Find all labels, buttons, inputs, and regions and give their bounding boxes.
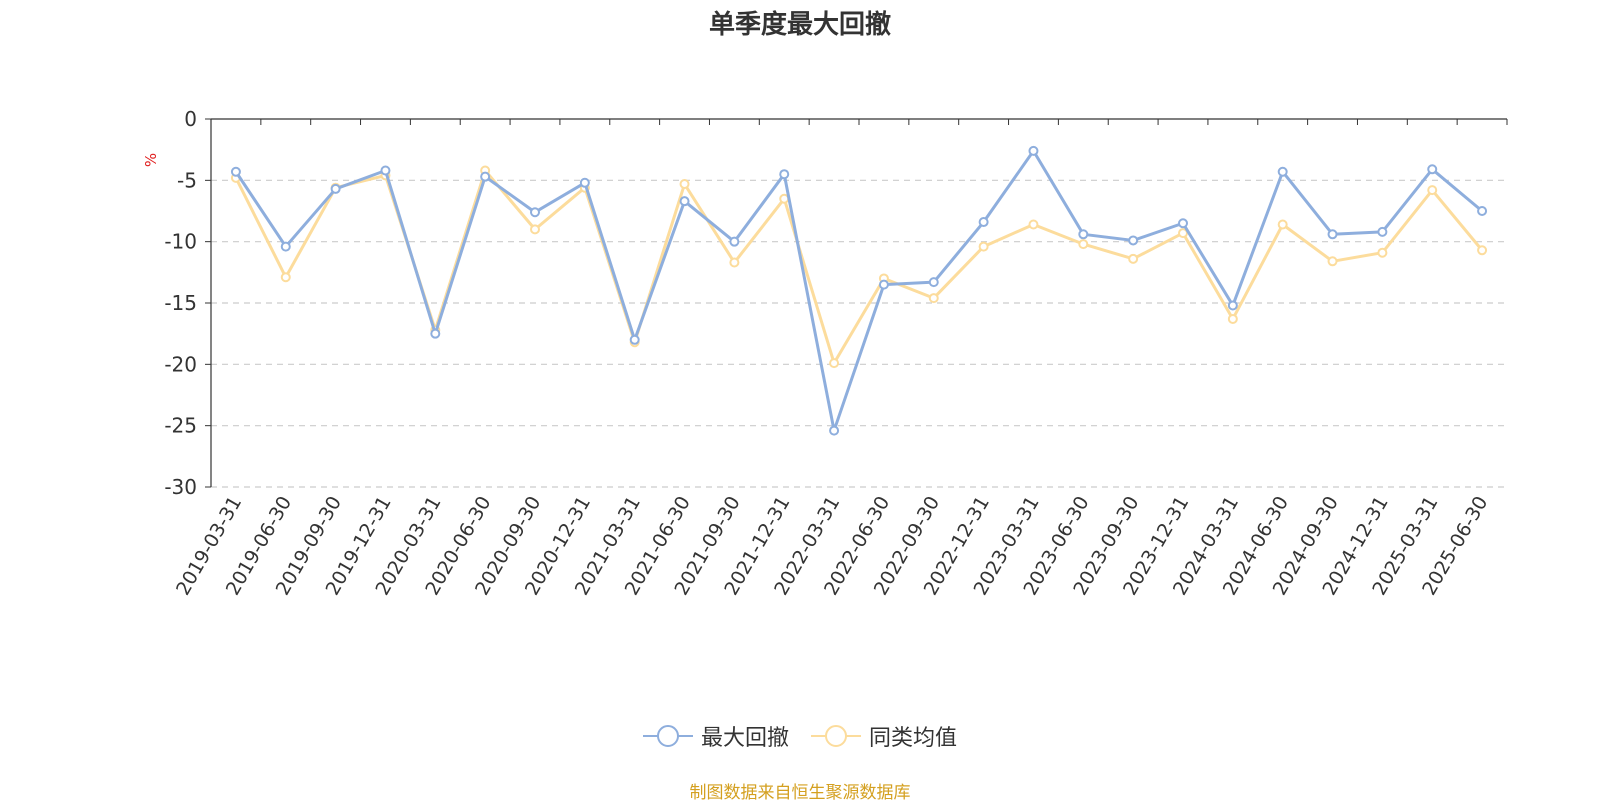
data-point[interactable] <box>1178 228 1188 239</box>
y-tick-label: -20 <box>164 352 197 376</box>
data-point[interactable] <box>230 166 241 177</box>
data-point[interactable] <box>1128 235 1139 246</box>
legend-label: 同类均值 <box>869 726 958 751</box>
data-point[interactable] <box>1377 247 1388 258</box>
data-point[interactable] <box>829 358 840 369</box>
y-tick-label: -25 <box>164 414 197 438</box>
data-point[interactable] <box>1078 239 1089 250</box>
y-tick-label: -5 <box>177 168 197 192</box>
data-point[interactable] <box>1028 145 1039 156</box>
y-tick-label: -10 <box>164 230 197 254</box>
data-point[interactable] <box>729 236 740 247</box>
series-line <box>234 169 1484 365</box>
legend-marker-icon <box>642 725 693 747</box>
legend-marker-icon <box>811 725 861 747</box>
series-1 <box>230 145 1488 436</box>
data-point[interactable] <box>978 217 989 228</box>
series-2 <box>230 165 1488 369</box>
y-tick-label: -15 <box>164 291 197 315</box>
data-point[interactable] <box>629 334 640 345</box>
series-lines <box>230 145 1488 436</box>
grid-lines <box>211 179 1507 488</box>
chart-title: 单季度最大回撤 <box>708 10 891 40</box>
data-point[interactable] <box>1277 219 1288 230</box>
data-point[interactable] <box>1078 229 1089 240</box>
data-point[interactable] <box>1128 253 1139 264</box>
y-tick-label: -30 <box>164 475 197 499</box>
data-point[interactable] <box>530 224 540 235</box>
data-point[interactable] <box>1327 229 1338 240</box>
data-point[interactable] <box>1427 164 1438 175</box>
data-point[interactable] <box>829 425 840 436</box>
data-point[interactable] <box>1427 185 1438 196</box>
data-point[interactable] <box>978 241 989 252</box>
data-point[interactable] <box>1178 218 1188 229</box>
data-point[interactable] <box>1227 313 1238 324</box>
data-point[interactable] <box>1377 226 1388 237</box>
data-point[interactable] <box>928 277 939 288</box>
series-line <box>234 149 1484 433</box>
legend: 最大回撤 同类均值 <box>0 720 1600 752</box>
legend-item-max-drawdown[interactable]: 最大回撤 <box>642 720 789 752</box>
data-point[interactable] <box>330 183 341 194</box>
data-point[interactable] <box>530 207 540 218</box>
data-point[interactable] <box>729 257 740 268</box>
data-point[interactable] <box>430 328 441 339</box>
data-point[interactable] <box>1028 219 1039 230</box>
data-point[interactable] <box>679 179 690 190</box>
data-point[interactable] <box>1227 300 1238 311</box>
line-chart: % 0-5-10-15-20-25-302019-03-312019-06-30… <box>142 107 1508 599</box>
data-point[interactable] <box>1477 245 1488 256</box>
legend-label: 最大回撤 <box>700 726 789 751</box>
data-point[interactable] <box>1477 206 1488 216</box>
legend-item-peer-average[interactable]: 同类均值 <box>811 720 957 752</box>
data-point[interactable] <box>1277 166 1288 177</box>
data-point[interactable] <box>280 241 291 252</box>
data-point[interactable] <box>779 169 790 180</box>
y-axis-unit-label: % <box>142 153 160 167</box>
data-point[interactable] <box>928 293 939 304</box>
data-point[interactable] <box>280 272 291 283</box>
data-point[interactable] <box>380 165 391 176</box>
source-note: 制图数据来自恒生聚源数据库 <box>689 783 911 803</box>
data-point[interactable] <box>878 279 889 290</box>
y-tick-label: 0 <box>184 107 197 131</box>
data-point[interactable] <box>1327 256 1338 267</box>
data-point[interactable] <box>679 196 690 207</box>
data-point[interactable] <box>579 177 590 188</box>
data-point[interactable] <box>480 171 491 182</box>
